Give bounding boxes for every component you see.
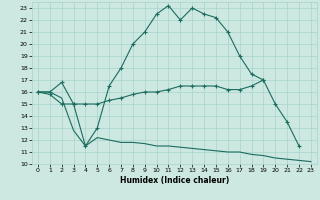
X-axis label: Humidex (Indice chaleur): Humidex (Indice chaleur) [120, 176, 229, 185]
